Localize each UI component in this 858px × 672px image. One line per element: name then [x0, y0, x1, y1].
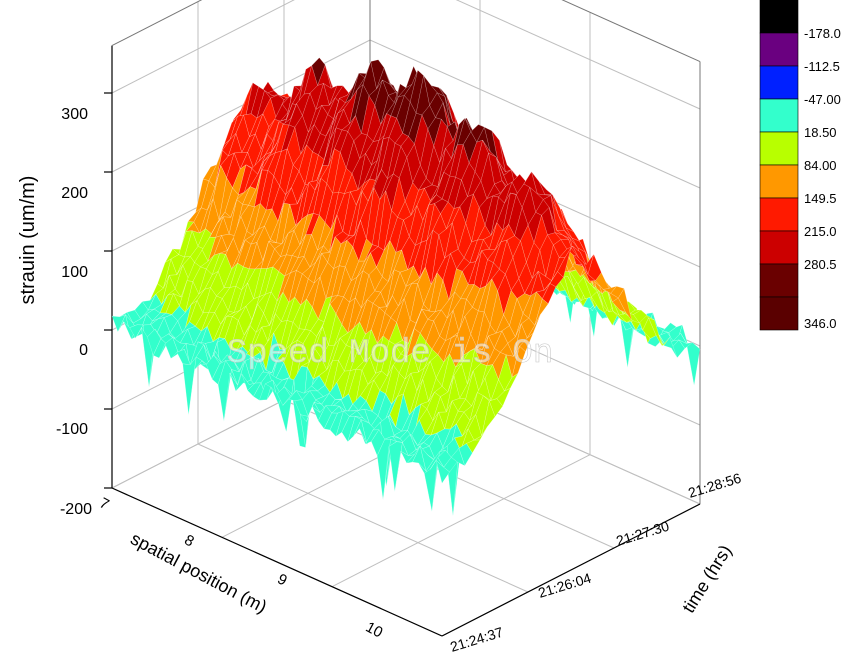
y-tick-label: 21:28:56: [686, 470, 743, 501]
x-tick-label: 9: [274, 571, 289, 590]
legend-swatch: [759, 0, 799, 34]
grid-line: [111, 0, 295, 94]
grid-line: [455, 0, 701, 110]
legend-swatch: [759, 32, 799, 67]
grid-line: [441, 503, 701, 637]
z-tick-label: 0: [79, 342, 88, 359]
legend-label: 346.0: [804, 316, 837, 331]
grid-line: [111, 39, 371, 173]
x-axis-title: spatial position (m): [127, 528, 270, 617]
surface-cell: [686, 342, 701, 386]
surface-cell: [388, 441, 403, 492]
legend-label: -112.5: [804, 59, 840, 74]
z-tick-label: -200: [60, 501, 92, 518]
z-tick-label: 200: [61, 185, 88, 202]
x-tick-label: 7: [96, 495, 111, 514]
grid-line: [561, 0, 701, 63]
x-tick-label: 8: [181, 532, 196, 551]
grid-line: [331, 454, 591, 588]
grid-line: [111, 487, 443, 637]
legend-label: -47.00: [804, 92, 841, 107]
y-axis-title: time (hrs): [678, 541, 735, 616]
z-ticks: 300 200 100 0 -100 -200: [56, 106, 92, 518]
y-ticks: 21:24:37 21:26:04 21:27:30 21:28:56: [448, 470, 743, 655]
z-tick-label: 300: [61, 106, 88, 123]
legend-label: 149.5: [804, 191, 837, 206]
z-tick-label: -100: [56, 421, 88, 438]
legend-label: 280.5: [804, 257, 837, 272]
legend-swatch: [759, 230, 799, 265]
surface-cell: [182, 356, 197, 416]
legend-swatch: [759, 197, 799, 232]
surface-mesh: [111, 57, 701, 516]
z-tick-label: 100: [61, 264, 88, 281]
x-tick-label: 10: [363, 619, 386, 642]
legend-swatch: [759, 98, 799, 133]
z-axis-title: strauin (um/m): [17, 176, 39, 305]
legend-swatch: [759, 263, 799, 298]
legend-swatch: [759, 164, 799, 199]
grid-line: [369, 39, 701, 189]
legend-label: 18.50: [804, 125, 837, 140]
legend-swatch: [759, 131, 799, 166]
legend-label: -178.0: [804, 26, 841, 41]
y-tick-label: 21:26:04: [536, 570, 593, 601]
legend-swatch: [759, 65, 799, 100]
grid-line: [197, 443, 529, 593]
surface-cell: [435, 459, 450, 484]
overlay-text: Speed Mode is On: [227, 335, 553, 373]
legend-label: 84.00: [804, 158, 837, 173]
y-tick-label: 21:27:30: [614, 518, 671, 549]
grid-line: [111, 0, 203, 47]
legend-label: 215.0: [804, 224, 837, 239]
x-ticks: 7 8 9 10: [96, 495, 385, 642]
legend-swatch: [759, 296, 799, 331]
color-legend: -178.0 -112.5 -47.00 18.50 84.00 149.5 215.0 28…: [759, 0, 841, 331]
